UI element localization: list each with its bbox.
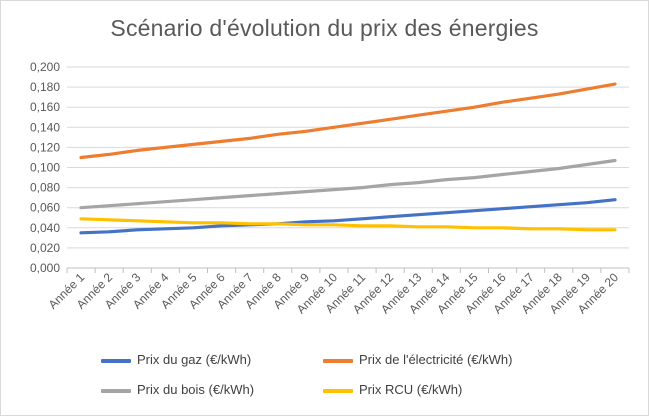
- y-tick-label: 0,140: [30, 120, 60, 134]
- legend-item: Prix de l'électricité (€/kWh): [323, 351, 512, 369]
- series-line-3: [79, 158, 617, 210]
- y-tick-label: 0,020: [30, 241, 60, 255]
- legend-item: Prix du gaz (€/kWh): [101, 351, 251, 369]
- legend-item: Prix du bois (€/kWh): [101, 381, 254, 399]
- series-line-4: [79, 217, 617, 232]
- series-line-1: [79, 198, 617, 235]
- y-tick-label: 0,040: [30, 221, 60, 235]
- legend-label: Prix du gaz (€/kWh): [137, 352, 252, 367]
- y-tick-label: 0,120: [30, 140, 60, 154]
- legend-swatch: [323, 388, 353, 393]
- y-tick-label: 0,100: [30, 161, 60, 175]
- legend-label: Prix de l'électricité (€/kWh): [359, 352, 513, 367]
- y-tick-label: 0,060: [30, 201, 60, 215]
- y-tick-label: 0,080: [30, 181, 60, 195]
- y-tick-label: 0,160: [30, 100, 60, 114]
- legend-label: Prix du bois (€/kWh): [137, 382, 255, 397]
- legend-swatch: [101, 388, 131, 393]
- line-chart: 0,000 0,020 0,040 0,060 0,080 0,100 0,120 0,140…: [30, 60, 630, 316]
- legend-item: Prix RCU (€/kWh): [323, 381, 462, 399]
- chart-title: Scénario d'évolution du prix des énergie…: [110, 15, 539, 41]
- y-tick-label: 0,200: [30, 60, 60, 74]
- legend-swatch: [101, 358, 131, 363]
- legend-swatch: [323, 358, 353, 363]
- legend-label: Prix RCU (€/kWh): [359, 382, 463, 397]
- chart-legend: Prix du gaz (€/kWh) Prix de l'électricité…: [101, 351, 621, 401]
- y-tick-label: 0,180: [30, 80, 60, 94]
- y-tick-label: 0,000: [30, 261, 60, 275]
- series-line-2: [79, 82, 617, 160]
